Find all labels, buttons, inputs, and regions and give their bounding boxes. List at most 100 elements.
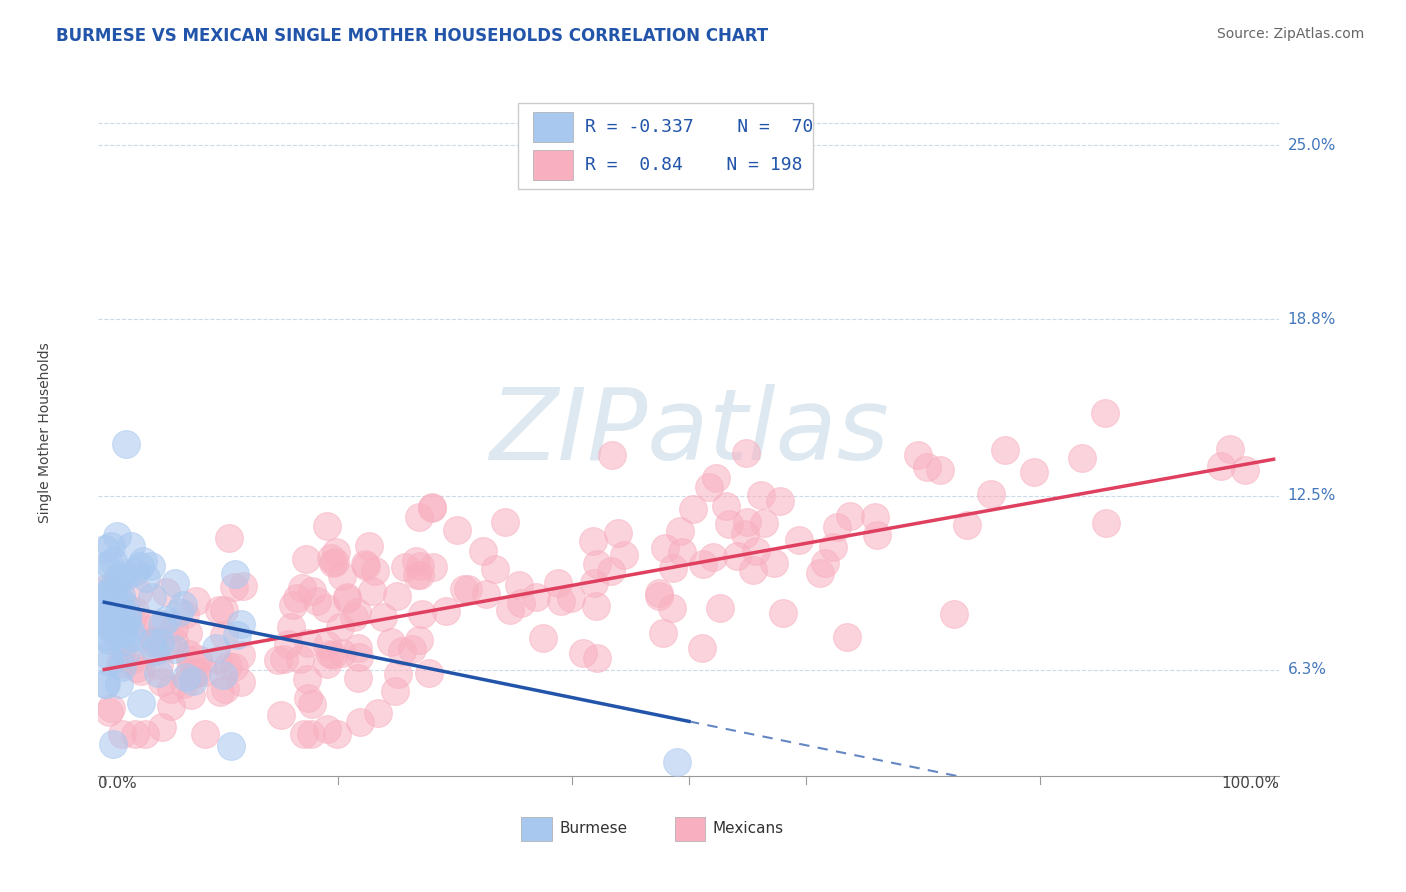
- Point: [356, 559, 378, 574]
- Text: 6.3%: 6.3%: [1288, 662, 1327, 677]
- Point: [155, 614, 177, 628]
- Point: [104, 607, 127, 621]
- Point: [96, 617, 118, 632]
- Point: [307, 594, 329, 608]
- Point: [406, 568, 429, 582]
- Text: 12.5%: 12.5%: [1288, 488, 1336, 503]
- Point: [299, 727, 322, 741]
- Point: [115, 437, 138, 451]
- Point: [107, 626, 129, 640]
- Point: [408, 567, 430, 582]
- Point: [531, 632, 554, 646]
- Point: [373, 609, 395, 624]
- Point: [654, 541, 676, 555]
- Point: [94, 541, 117, 556]
- Point: [94, 677, 117, 691]
- Point: [702, 549, 724, 564]
- Point: [474, 587, 496, 601]
- Point: [315, 638, 337, 652]
- Point: [418, 666, 440, 681]
- Point: [288, 651, 311, 665]
- Point: [295, 551, 318, 566]
- Point: [408, 633, 430, 648]
- Point: [148, 657, 170, 672]
- Point: [717, 516, 740, 531]
- Point: [98, 616, 121, 631]
- Point: [360, 583, 382, 598]
- Point: [929, 463, 952, 477]
- Point: [173, 676, 195, 690]
- Point: [207, 653, 229, 667]
- Point: [647, 585, 669, 599]
- Point: [212, 603, 235, 617]
- Text: Mexicans: Mexicans: [713, 822, 783, 837]
- Point: [735, 516, 758, 530]
- Point: [186, 666, 208, 681]
- Point: [110, 605, 132, 619]
- Point: [97, 612, 120, 626]
- Point: [129, 664, 152, 678]
- Point: [100, 701, 122, 715]
- Point: [155, 640, 177, 654]
- Point: [107, 529, 129, 543]
- Point: [325, 555, 347, 569]
- Point: [162, 622, 184, 636]
- Point: [319, 648, 342, 662]
- Point: [823, 540, 845, 554]
- Point: [149, 635, 172, 649]
- Point: [1234, 463, 1257, 477]
- Point: [142, 633, 165, 648]
- Point: [754, 516, 776, 530]
- Point: [668, 524, 690, 539]
- Point: [177, 648, 200, 662]
- Point: [204, 641, 226, 656]
- Point: [150, 617, 173, 632]
- Point: [315, 657, 337, 671]
- Point: [956, 517, 979, 532]
- Point: [494, 515, 516, 529]
- Point: [349, 714, 371, 729]
- Point: [411, 607, 433, 621]
- Text: 18.8%: 18.8%: [1288, 311, 1336, 326]
- Point: [114, 615, 136, 630]
- Point: [143, 644, 166, 658]
- Point: [163, 576, 186, 591]
- Point: [814, 556, 837, 570]
- Point: [808, 566, 831, 581]
- Point: [742, 563, 765, 577]
- Point: [232, 578, 254, 592]
- Point: [111, 727, 134, 741]
- Point: [409, 558, 432, 573]
- Point: [280, 620, 302, 634]
- Point: [115, 608, 138, 623]
- Point: [120, 653, 142, 667]
- Point: [336, 592, 359, 607]
- Point: [690, 640, 713, 655]
- Point: [353, 558, 375, 572]
- Point: [484, 562, 506, 576]
- Point: [651, 626, 673, 640]
- Point: [292, 727, 315, 741]
- Point: [273, 652, 295, 666]
- Point: [222, 580, 245, 594]
- Text: R = -0.337    N =  70: R = -0.337 N = 70: [585, 118, 814, 136]
- Point: [187, 652, 209, 666]
- Point: [499, 603, 522, 617]
- Point: [98, 557, 121, 571]
- Point: [179, 664, 201, 678]
- Point: [134, 727, 156, 741]
- Point: [582, 533, 605, 548]
- Point: [114, 633, 136, 648]
- Point: [586, 651, 609, 665]
- FancyBboxPatch shape: [522, 817, 553, 840]
- Point: [560, 591, 582, 606]
- Point: [124, 604, 146, 618]
- Point: [141, 558, 163, 573]
- Point: [125, 661, 148, 675]
- Point: [132, 553, 155, 567]
- Point: [662, 560, 685, 574]
- Point: [148, 616, 170, 631]
- Point: [208, 684, 231, 698]
- Point: [613, 548, 636, 562]
- Point: [212, 628, 235, 642]
